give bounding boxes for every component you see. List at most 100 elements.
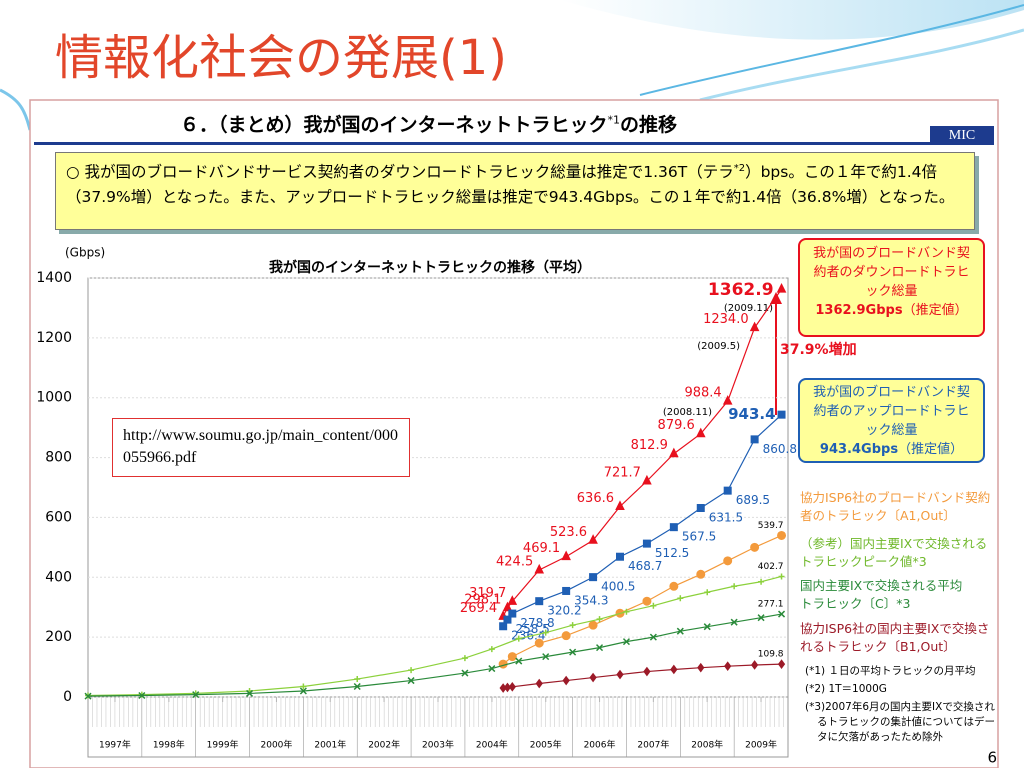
marker	[407, 677, 415, 685]
data-label: 402.7	[758, 562, 784, 572]
marker	[138, 691, 146, 700]
notes: (*1) １日の平均トラヒックの月平均 (*2) 1T＝1000G (*3)20…	[805, 664, 995, 745]
marker	[703, 623, 711, 631]
chart-title: 我が国のインターネットトラヒックの推移（平均）	[269, 259, 591, 276]
marker	[778, 573, 785, 580]
marker	[643, 666, 651, 677]
data-label: 269.4	[460, 601, 497, 616]
marker	[695, 427, 706, 438]
marker	[731, 583, 738, 590]
marker	[488, 646, 495, 653]
date-note: (2009.11)	[724, 303, 773, 314]
marker	[561, 550, 571, 561]
marker	[503, 615, 512, 624]
marker	[697, 662, 705, 673]
marker	[677, 595, 684, 602]
growth-label: 37.9%増加	[780, 341, 857, 358]
y-tick-label: 1200	[36, 330, 72, 346]
marker	[588, 620, 598, 630]
marker	[488, 665, 496, 673]
marker	[502, 601, 513, 612]
x-tick-label: 2003年	[422, 739, 454, 751]
plot-area	[87, 277, 789, 698]
marker	[353, 682, 361, 691]
data-label: 721.7	[604, 466, 641, 481]
marker	[696, 569, 706, 579]
marker	[704, 589, 711, 596]
marker	[616, 552, 624, 561]
callout-upload: 我が国のブロードバンド契約者のアップロードトラヒック総量 943.4Gbps（推定…	[798, 378, 985, 463]
marker	[84, 692, 92, 700]
y-tick-label: 1400	[36, 270, 72, 286]
data-label: 631.5	[709, 511, 743, 525]
marker	[192, 691, 200, 699]
x-tick-label: 2009年	[745, 739, 777, 751]
note: (*3)2007年6月の国内主要IXで交換されるトラヒックの集計値についてはデー…	[805, 701, 995, 743]
x-tick-label: 2007年	[637, 739, 669, 751]
callout-value: 1362.9Gbps	[815, 303, 903, 318]
marker	[507, 595, 518, 605]
data-label: 988.4	[684, 386, 721, 401]
data-label: 689.5	[736, 493, 770, 507]
marker	[562, 586, 571, 595]
legend-avg: 国内主要IXで交換される平均トラヒック〔C〕*3	[800, 578, 963, 611]
marker	[535, 597, 544, 606]
data-label: 320.2	[547, 604, 581, 618]
marker	[299, 687, 307, 695]
marker	[507, 652, 517, 662]
data-label: 258.5	[515, 622, 549, 636]
marker	[508, 609, 517, 618]
data-label: 468.7	[628, 559, 662, 573]
x-tick-label: 2005年	[530, 739, 562, 751]
x-tick-label: 2004年	[476, 739, 508, 751]
legend-label: 我が国のブロードバンド契約者のアップロードトラヒック総量	[813, 385, 970, 438]
x-tick-label: 2002年	[368, 739, 400, 751]
marker	[589, 573, 598, 582]
data-label: 109.8	[758, 650, 784, 660]
x-tick-label: 2001年	[314, 739, 346, 751]
marker	[669, 447, 679, 458]
marker	[461, 669, 469, 677]
marker	[669, 581, 679, 591]
heading-text: の推移	[620, 114, 678, 136]
data-label: 860.8	[763, 442, 797, 456]
marker	[300, 683, 307, 690]
callout-download: 我が国のブロードバンド契約者のダウンロードトラヒック総量 1362.9Gbps（推…	[798, 238, 985, 337]
y-tick-label: 1000	[36, 390, 72, 406]
summary: ○ 我が国のブロードバンドサービス契約者のダウンロードトラヒック総量は推定で1.…	[55, 152, 975, 230]
marker	[569, 648, 577, 656]
marker	[589, 672, 597, 683]
data-label: 539.7	[758, 521, 784, 531]
data-label: 1362.9	[708, 280, 774, 300]
marker	[508, 681, 516, 692]
slide-title: 情報化社会の発展(1)	[55, 30, 507, 86]
data-label: 278.8	[520, 616, 554, 630]
marker	[461, 655, 468, 662]
marker	[696, 504, 705, 513]
data-label: 812.9	[631, 438, 668, 453]
marker	[642, 474, 652, 485]
x-tick-label: 2006年	[584, 739, 616, 751]
x-tick-label: 2008年	[691, 739, 723, 751]
data-label: 424.5	[496, 554, 533, 569]
data-label: 943.4	[728, 405, 775, 423]
legend-label: 我が国のブロードバンド契約者のダウンロードトラヒック総量	[813, 246, 970, 299]
marker	[777, 659, 786, 669]
marker	[676, 627, 684, 635]
marker	[724, 661, 732, 672]
swoosh-line	[639, 4, 1024, 96]
series-line	[502, 534, 782, 665]
marker	[515, 635, 522, 642]
data-label: 512.5	[655, 546, 689, 560]
summary-text: ）bps。この１年で約1.4倍（37.9%増）となった。また、アップロードトラヒ…	[66, 163, 955, 207]
marker	[596, 616, 603, 623]
date-note: (2009.5)	[697, 341, 740, 352]
marker	[642, 539, 651, 548]
swoosh-line	[699, 28, 1024, 102]
marker	[750, 660, 759, 670]
marker	[777, 410, 786, 419]
marker	[723, 556, 733, 566]
url-box: http://www.soumu.go.jp/main_content/0000…	[112, 418, 410, 477]
marker	[615, 500, 625, 510]
